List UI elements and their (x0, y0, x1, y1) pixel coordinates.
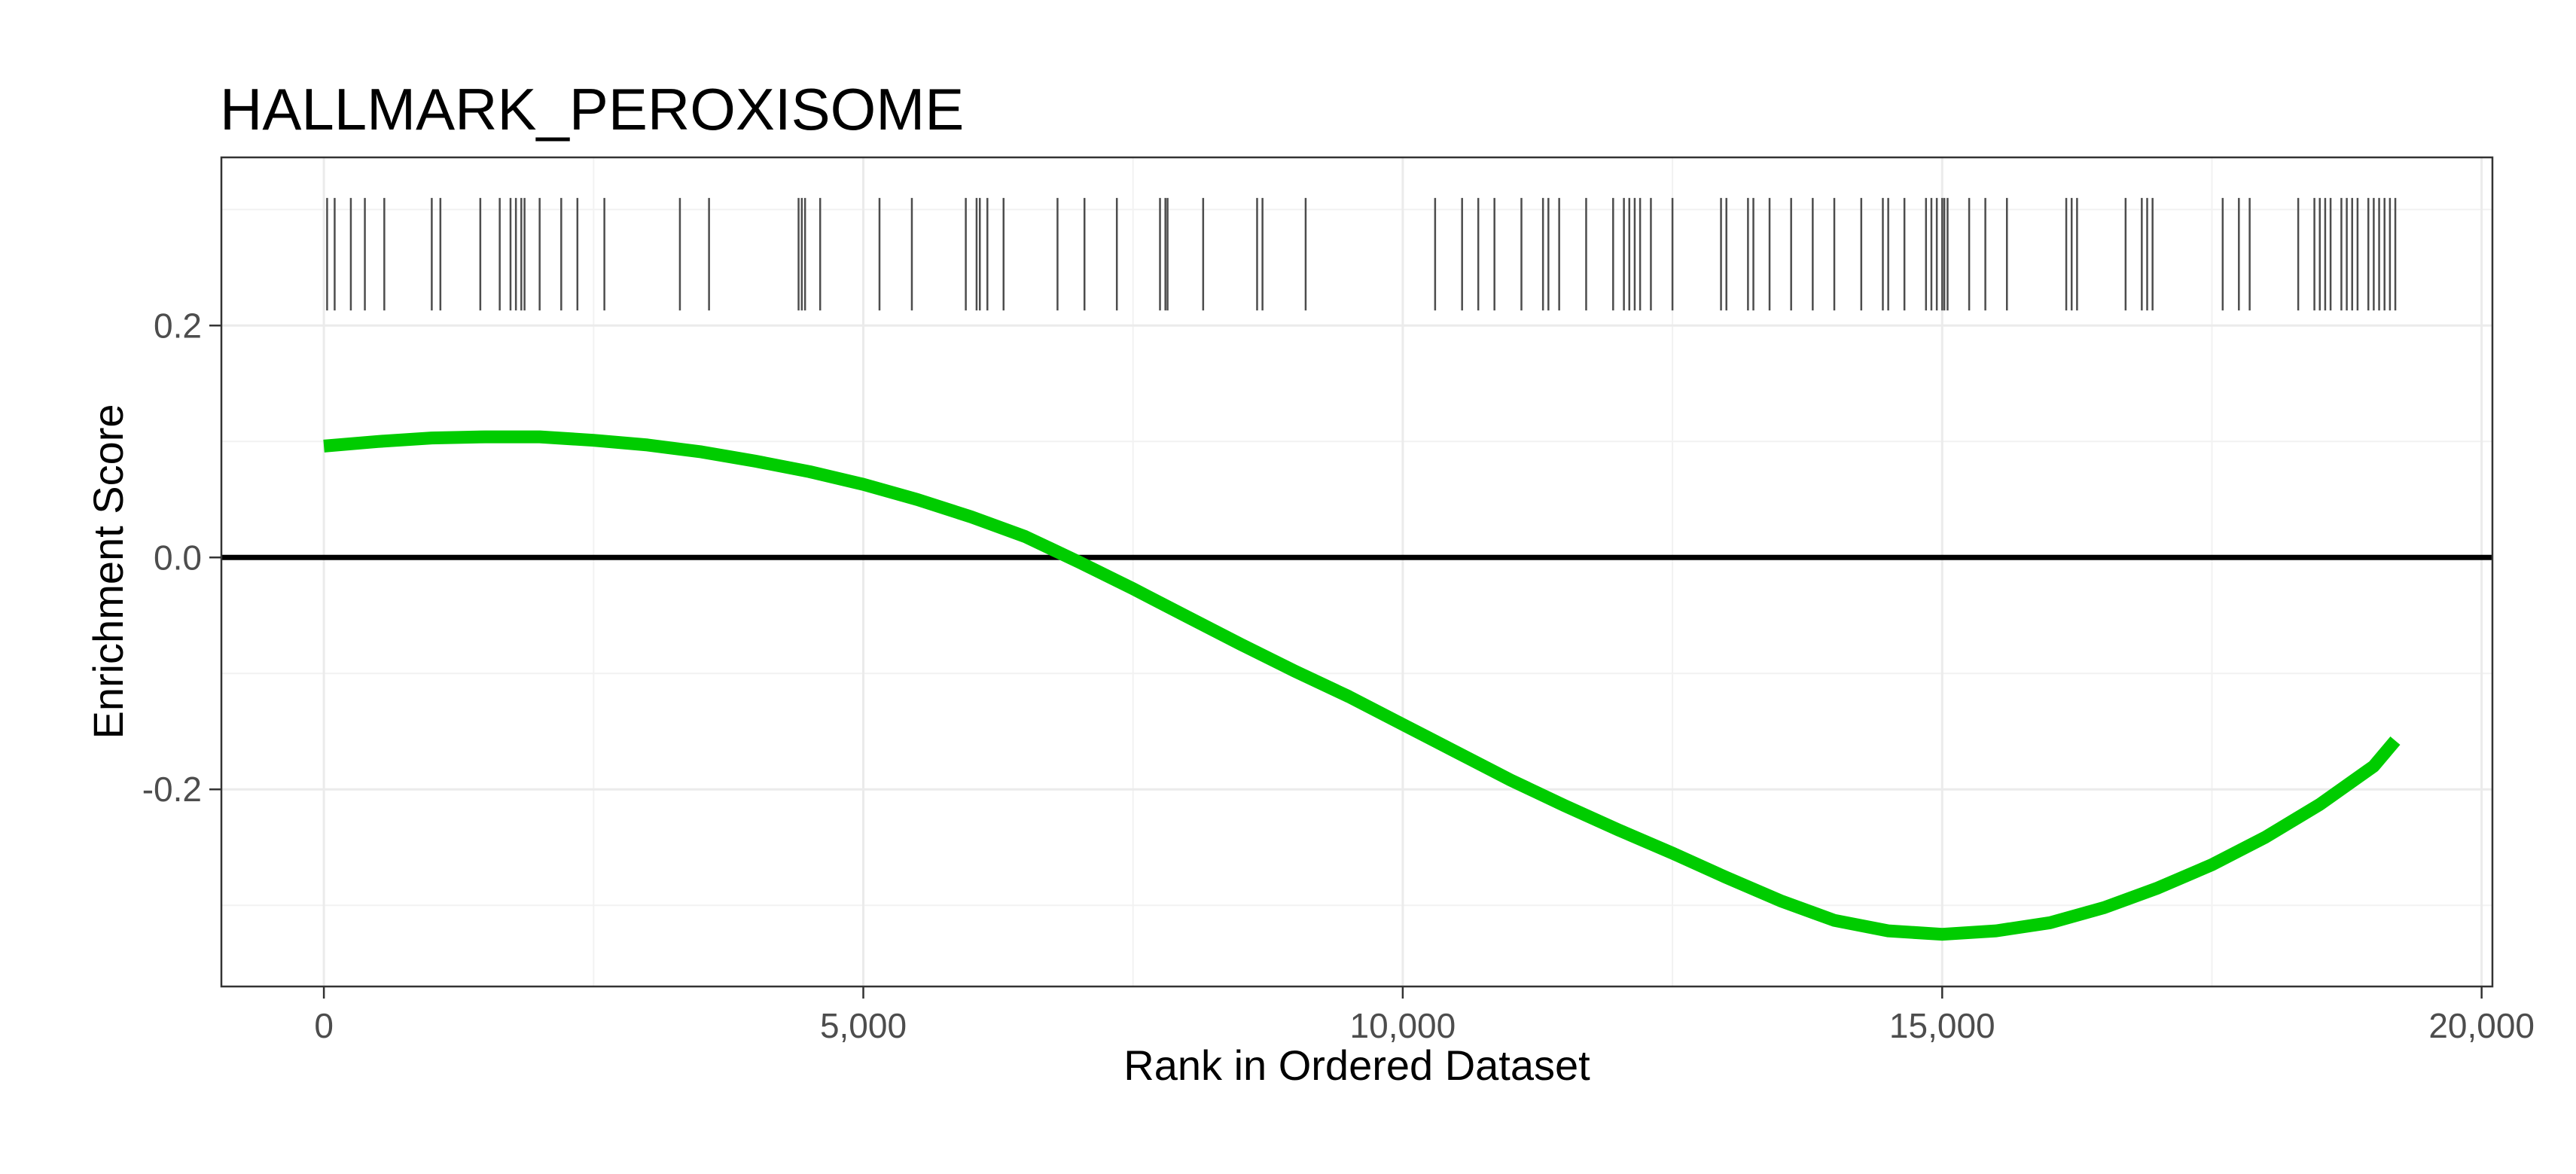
y-tick-label: -0.2 (142, 770, 202, 809)
x-axis-ticks: 0 5,000 10,000 15,000 20,000 (314, 986, 2535, 1045)
x-axis-title: Rank in Ordered Dataset (1123, 1041, 1590, 1089)
x-tick-label: 15,000 (1889, 1006, 1995, 1045)
hit-marks (326, 197, 2397, 311)
x-tick-label: 20,000 (2428, 1006, 2535, 1045)
chart-title: HALLMARK_PEROXISOME (220, 76, 964, 142)
y-tick-label: 0.0 (154, 538, 202, 577)
x-tick-label: 10,000 (1350, 1006, 1456, 1045)
x-tick-label: 5,000 (820, 1006, 907, 1045)
x-tick-label: 0 (314, 1006, 334, 1045)
y-axis-title: Enrichment Score (84, 404, 132, 739)
y-tick-label: 0.2 (154, 306, 202, 345)
enrichment-curve (323, 430, 2401, 941)
enrichment-curve-layer (323, 430, 2401, 941)
y-axis-ticks: -0.2 0.0 0.2 (142, 306, 221, 809)
panel-border (220, 156, 2494, 988)
